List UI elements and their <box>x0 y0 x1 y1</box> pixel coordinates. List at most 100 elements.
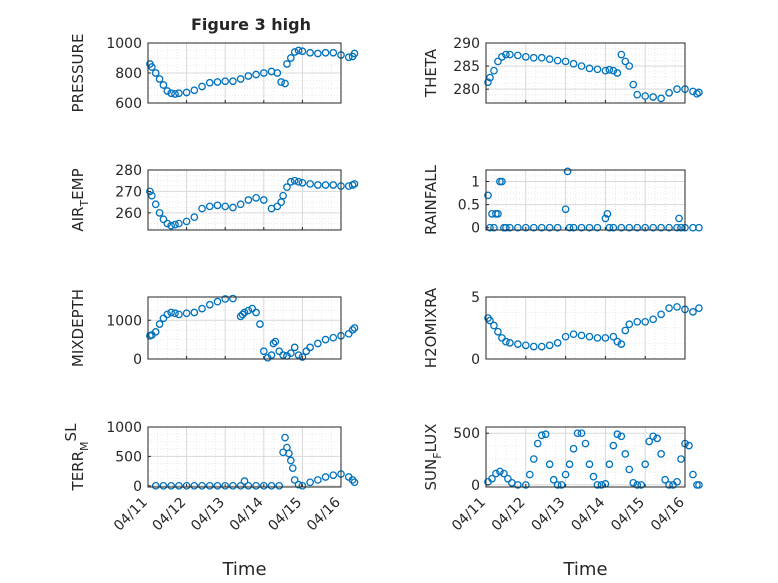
data-point <box>513 340 522 348</box>
data-point <box>633 317 642 326</box>
data-point <box>613 69 622 77</box>
data-point <box>213 481 222 490</box>
data-point <box>167 221 176 230</box>
x-tick-label: 04/12 <box>489 495 529 535</box>
data-point <box>625 465 634 474</box>
data-point <box>641 223 650 232</box>
data-point <box>494 327 502 336</box>
data-point <box>151 69 160 77</box>
subplot-5: 0 1000 MIXDEPTH <box>69 289 359 368</box>
y-axis-label: SUNFLUX <box>422 424 444 491</box>
data-point <box>155 320 164 328</box>
data-point <box>286 456 295 465</box>
x-tick-label: 04/11 <box>111 495 151 535</box>
data-point <box>198 204 206 213</box>
data-point <box>537 223 546 232</box>
y-tick-label: 800 <box>115 66 142 82</box>
data-series <box>146 46 359 98</box>
data-point <box>649 223 658 232</box>
data-point <box>290 476 299 484</box>
data-point <box>641 317 650 326</box>
data-series <box>484 167 703 232</box>
data-point <box>277 78 286 86</box>
data-point <box>273 69 282 77</box>
data-point <box>229 294 237 303</box>
data-point <box>313 49 322 58</box>
axes-box <box>147 169 342 231</box>
data-point <box>159 314 168 323</box>
data-point <box>593 223 602 232</box>
data-point <box>198 82 206 91</box>
data-point <box>665 88 673 97</box>
data-point <box>285 449 293 458</box>
data-point <box>689 308 697 316</box>
data-point <box>537 431 546 440</box>
data-point <box>182 481 191 490</box>
x-tick-label: 04/16 <box>648 494 688 534</box>
data-point <box>175 89 183 98</box>
x-tick-label: 04/13 <box>529 495 569 535</box>
data-point <box>569 444 578 453</box>
data-point <box>205 78 214 87</box>
data-point <box>167 89 176 98</box>
data-point <box>298 179 307 187</box>
data-point <box>609 441 618 450</box>
data-point <box>689 470 697 479</box>
data-point <box>190 213 199 221</box>
data-point <box>593 65 602 74</box>
data-point <box>553 339 562 347</box>
data-point <box>605 460 614 469</box>
data-point <box>490 223 498 232</box>
data-point <box>569 59 578 68</box>
data-point <box>159 481 168 490</box>
axes-box <box>485 426 686 488</box>
data-point <box>513 481 522 489</box>
data-point <box>617 223 626 232</box>
x-tick-label: 04/15 <box>265 495 305 535</box>
data-point <box>621 450 630 458</box>
data-point <box>577 223 586 232</box>
data-point <box>350 478 359 487</box>
data-point <box>529 223 538 232</box>
data-point <box>259 481 268 490</box>
data-point <box>649 315 658 324</box>
data-point <box>252 194 260 202</box>
data-point <box>601 66 610 75</box>
data-point <box>553 223 562 232</box>
data-point <box>673 85 681 94</box>
data-point <box>695 481 703 489</box>
data-point <box>190 481 199 490</box>
x-axis-label: Time <box>562 559 607 580</box>
subplot-4: 0 0.5 1 RAINFALL <box>422 164 703 237</box>
data-point <box>159 81 168 89</box>
data-point <box>486 73 494 82</box>
data-point <box>236 75 245 83</box>
y-tick-label: 1000 <box>106 313 142 329</box>
data-point <box>290 176 299 185</box>
data-point <box>553 56 562 65</box>
data-point <box>348 326 357 334</box>
data-point <box>275 481 284 490</box>
data-point <box>486 316 494 325</box>
data-point <box>236 481 245 490</box>
data-point <box>329 48 338 57</box>
data-point <box>649 93 658 101</box>
data-point <box>221 481 230 490</box>
data-point <box>693 89 701 98</box>
data-point <box>593 334 602 342</box>
data-point <box>244 481 253 490</box>
data-point <box>513 223 522 232</box>
data-point <box>673 303 681 311</box>
data-point <box>561 205 570 214</box>
data-point <box>294 351 303 359</box>
x-tick-label: 04/16 <box>304 494 344 534</box>
data-point <box>294 46 303 55</box>
data-point <box>695 304 703 313</box>
y-tick-label: 0 <box>471 221 480 237</box>
data-point <box>288 464 297 473</box>
data-point <box>321 335 330 344</box>
y-tick-label: 290 <box>453 36 480 52</box>
data-point <box>240 477 249 485</box>
data-point <box>563 167 572 176</box>
